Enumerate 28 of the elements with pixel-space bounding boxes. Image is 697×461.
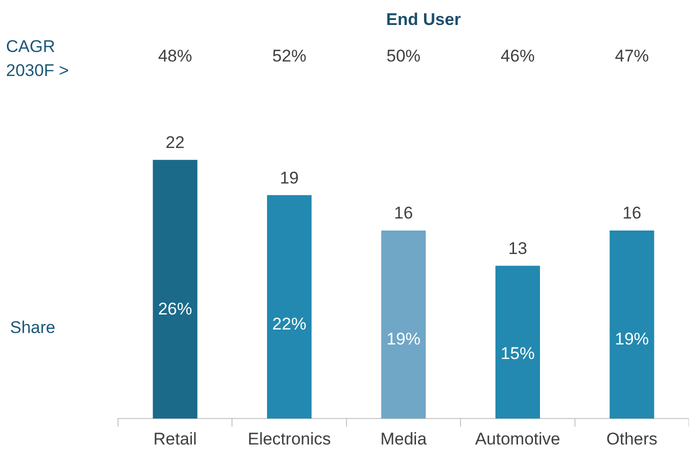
data-label: 16 bbox=[394, 204, 413, 223]
text: 47% bbox=[614, 46, 649, 66]
x-tick-label: Automotive bbox=[475, 429, 560, 448]
bar bbox=[267, 195, 312, 419]
bar bbox=[495, 266, 540, 419]
bar bbox=[152, 160, 198, 419]
x-tick-label: Retail bbox=[153, 429, 197, 448]
text: 52% bbox=[272, 46, 306, 66]
annotation: 19% bbox=[614, 329, 649, 348]
annotation: 26% bbox=[158, 300, 192, 319]
x-tick-label: Media bbox=[380, 429, 428, 448]
text: Share bbox=[10, 318, 56, 338]
data-label: 22 bbox=[166, 133, 185, 152]
data-label: 19 bbox=[280, 168, 299, 188]
text: CAGR 2030F > bbox=[6, 36, 70, 82]
annotation: 19% bbox=[386, 329, 421, 348]
annotation: 15% bbox=[500, 344, 535, 364]
text: 46% bbox=[500, 46, 535, 66]
x-tick-label: Others bbox=[606, 429, 658, 448]
bar bbox=[610, 230, 654, 419]
data-label: 16 bbox=[622, 204, 642, 223]
data-label: 13 bbox=[508, 238, 528, 258]
text: 50% bbox=[386, 46, 421, 66]
bar bbox=[381, 230, 426, 419]
chart-title: End User bbox=[385, 10, 462, 30]
annotation: 22% bbox=[272, 314, 306, 334]
text: 48% bbox=[158, 46, 192, 66]
x-tick-label: Electronics bbox=[248, 429, 331, 448]
